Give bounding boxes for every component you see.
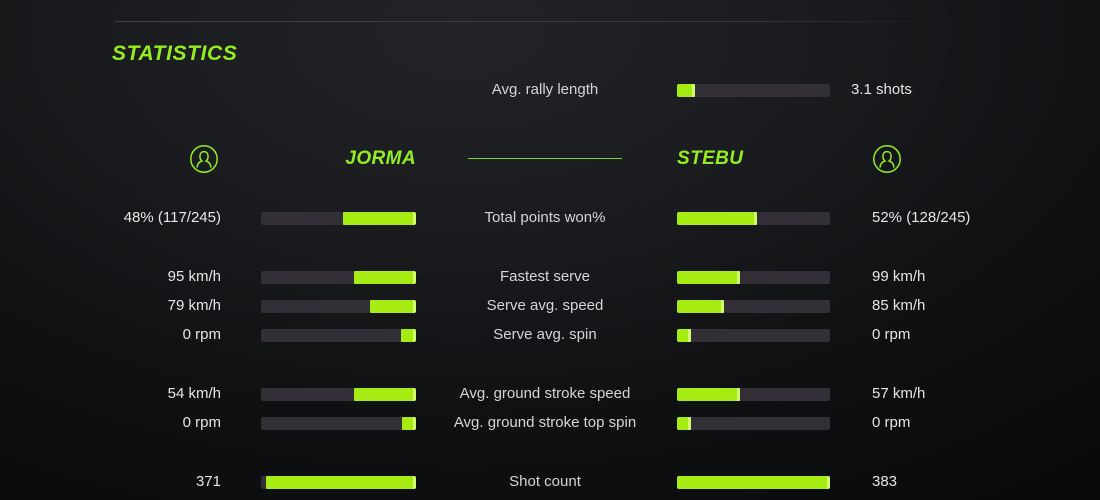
right-player-bar-fill <box>677 212 757 225</box>
stat-label: Fastest serve <box>499 268 591 285</box>
stat-row: 0 rpm Serve avg. spin 0 rpm <box>0 325 1100 345</box>
right-player-bar <box>677 212 830 225</box>
rally-length-value: 3.1 shots <box>851 81 912 98</box>
right-player-bar-fill <box>677 300 725 313</box>
stat-row: 48% (117/245) Total points won% 52% (128… <box>0 208 1100 228</box>
left-player-bar-fill <box>354 271 416 284</box>
right-player-value: 0 rpm <box>872 414 911 431</box>
player-left-name: JORMA <box>345 148 416 169</box>
stat-label: Avg. ground stroke top spin <box>453 414 637 431</box>
top-divider <box>115 21 957 22</box>
left-player-bar <box>261 300 416 313</box>
left-player-value: 79 km/h <box>167 297 221 314</box>
stat-label: Avg. ground stroke speed <box>459 385 631 402</box>
right-player-bar <box>677 329 830 342</box>
player-right-name: STEBU <box>677 148 744 169</box>
left-player-bar-fill <box>265 476 416 489</box>
right-player-value: 0 rpm <box>872 326 911 343</box>
stat-row: 0 rpm Avg. ground stroke top spin 0 rpm <box>0 413 1100 433</box>
rally-length-bar <box>677 84 830 97</box>
left-player-value: 95 km/h <box>167 268 221 285</box>
left-player-value: 48% (117/245) <box>123 209 221 226</box>
left-player-value: 371 <box>195 473 221 490</box>
right-player-bar <box>677 388 830 401</box>
right-player-value: 383 <box>872 473 898 490</box>
stat-label: Serve avg. spin <box>493 326 597 343</box>
players-divider-line <box>468 158 622 159</box>
right-player-bar <box>677 476 830 489</box>
stat-row: 95 km/h Fastest serve 99 km/h <box>0 267 1100 287</box>
right-player-bar-fill <box>677 476 830 489</box>
stat-row: 79 km/h Serve avg. speed 85 km/h <box>0 296 1100 316</box>
right-player-bar-fill <box>677 329 691 342</box>
stat-label: Total points won% <box>484 209 606 226</box>
stat-row: 54 km/h Avg. ground stroke speed 57 km/h <box>0 384 1100 404</box>
right-player-value: 57 km/h <box>872 385 926 402</box>
rally-length-row: Avg. rally length 3.1 shots <box>0 80 1100 100</box>
right-player-value: 99 km/h <box>872 268 926 285</box>
stat-label: Serve avg. speed <box>486 297 604 314</box>
left-player-bar-fill <box>354 388 416 401</box>
left-player-bar <box>261 329 416 342</box>
right-player-bar <box>677 300 830 313</box>
left-player-value: 0 rpm <box>182 414 221 431</box>
left-player-bar <box>261 388 416 401</box>
rally-length-label: Avg. rally length <box>491 81 599 98</box>
right-player-bar <box>677 271 830 284</box>
right-player-value: 52% (128/245) <box>872 209 971 226</box>
left-player-bar-fill <box>400 329 416 342</box>
stat-label: Shot count <box>509 473 581 490</box>
left-player-bar <box>261 212 416 225</box>
right-player-bar-fill <box>677 417 691 430</box>
right-player-value: 85 km/h <box>872 297 926 314</box>
left-player-bar-fill <box>343 212 416 225</box>
page-title: STATISTICS <box>112 42 238 65</box>
rally-length-bar-fill <box>677 84 696 97</box>
right-player-bar-fill <box>677 388 740 401</box>
left-player-value: 54 km/h <box>167 385 221 402</box>
left-player-bar <box>261 417 416 430</box>
person-icon <box>189 144 219 174</box>
left-player-bar-fill <box>369 300 416 313</box>
person-icon <box>872 144 902 174</box>
stat-row: 371 Shot count 383 <box>0 472 1100 492</box>
right-player-bar-fill <box>677 271 740 284</box>
left-player-bar <box>261 271 416 284</box>
left-player-bar <box>261 476 416 489</box>
right-player-bar <box>677 417 830 430</box>
left-player-bar-fill <box>402 417 416 430</box>
left-player-value: 0 rpm <box>182 326 221 343</box>
